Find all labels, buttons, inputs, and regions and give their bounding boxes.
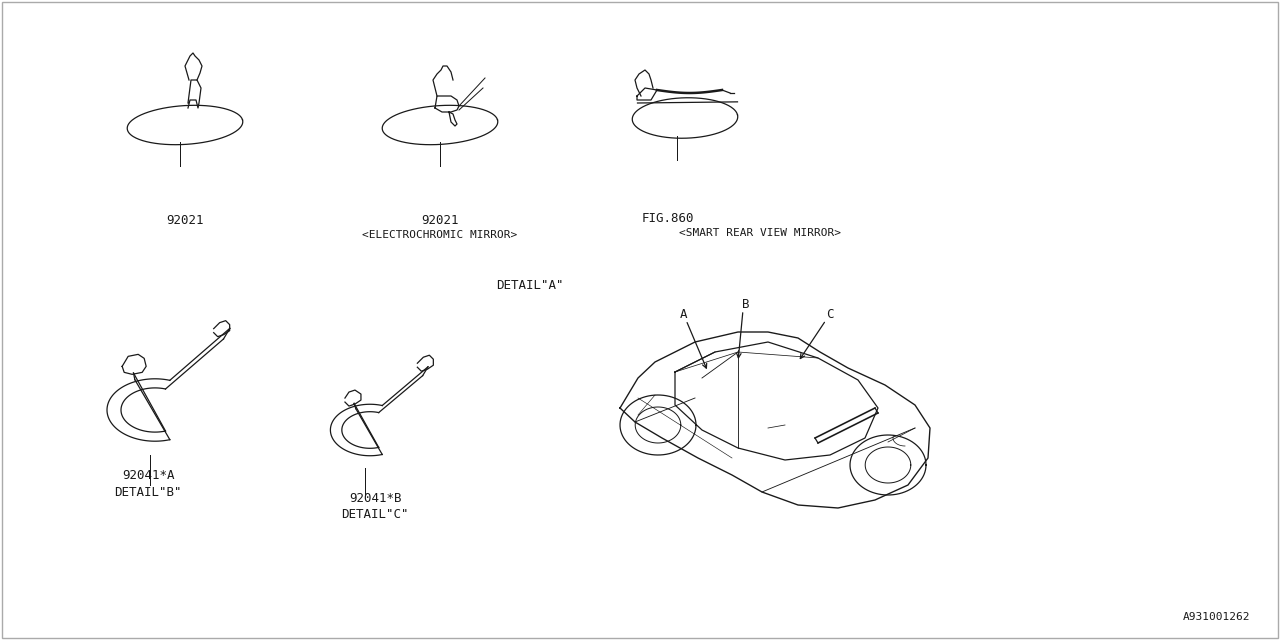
Text: <ELECTROCHROMIC MIRROR>: <ELECTROCHROMIC MIRROR>: [362, 230, 517, 240]
Text: B: B: [742, 298, 750, 310]
Text: DETAIL"B": DETAIL"B": [114, 486, 182, 499]
Text: 92041*A: 92041*A: [122, 468, 174, 481]
Text: A: A: [680, 307, 687, 321]
Text: <SMART REAR VIEW MIRROR>: <SMART REAR VIEW MIRROR>: [678, 228, 841, 238]
Text: 92021: 92021: [166, 214, 204, 227]
Polygon shape: [637, 88, 657, 100]
Text: A931001262: A931001262: [1183, 612, 1251, 622]
Text: 92021: 92021: [421, 214, 458, 227]
Text: DETAIL"C": DETAIL"C": [342, 508, 408, 520]
Text: C: C: [827, 307, 833, 321]
Text: 92041*B: 92041*B: [348, 492, 401, 504]
Text: FIG.860: FIG.860: [641, 211, 694, 225]
Text: DETAIL"A": DETAIL"A": [497, 278, 563, 291]
